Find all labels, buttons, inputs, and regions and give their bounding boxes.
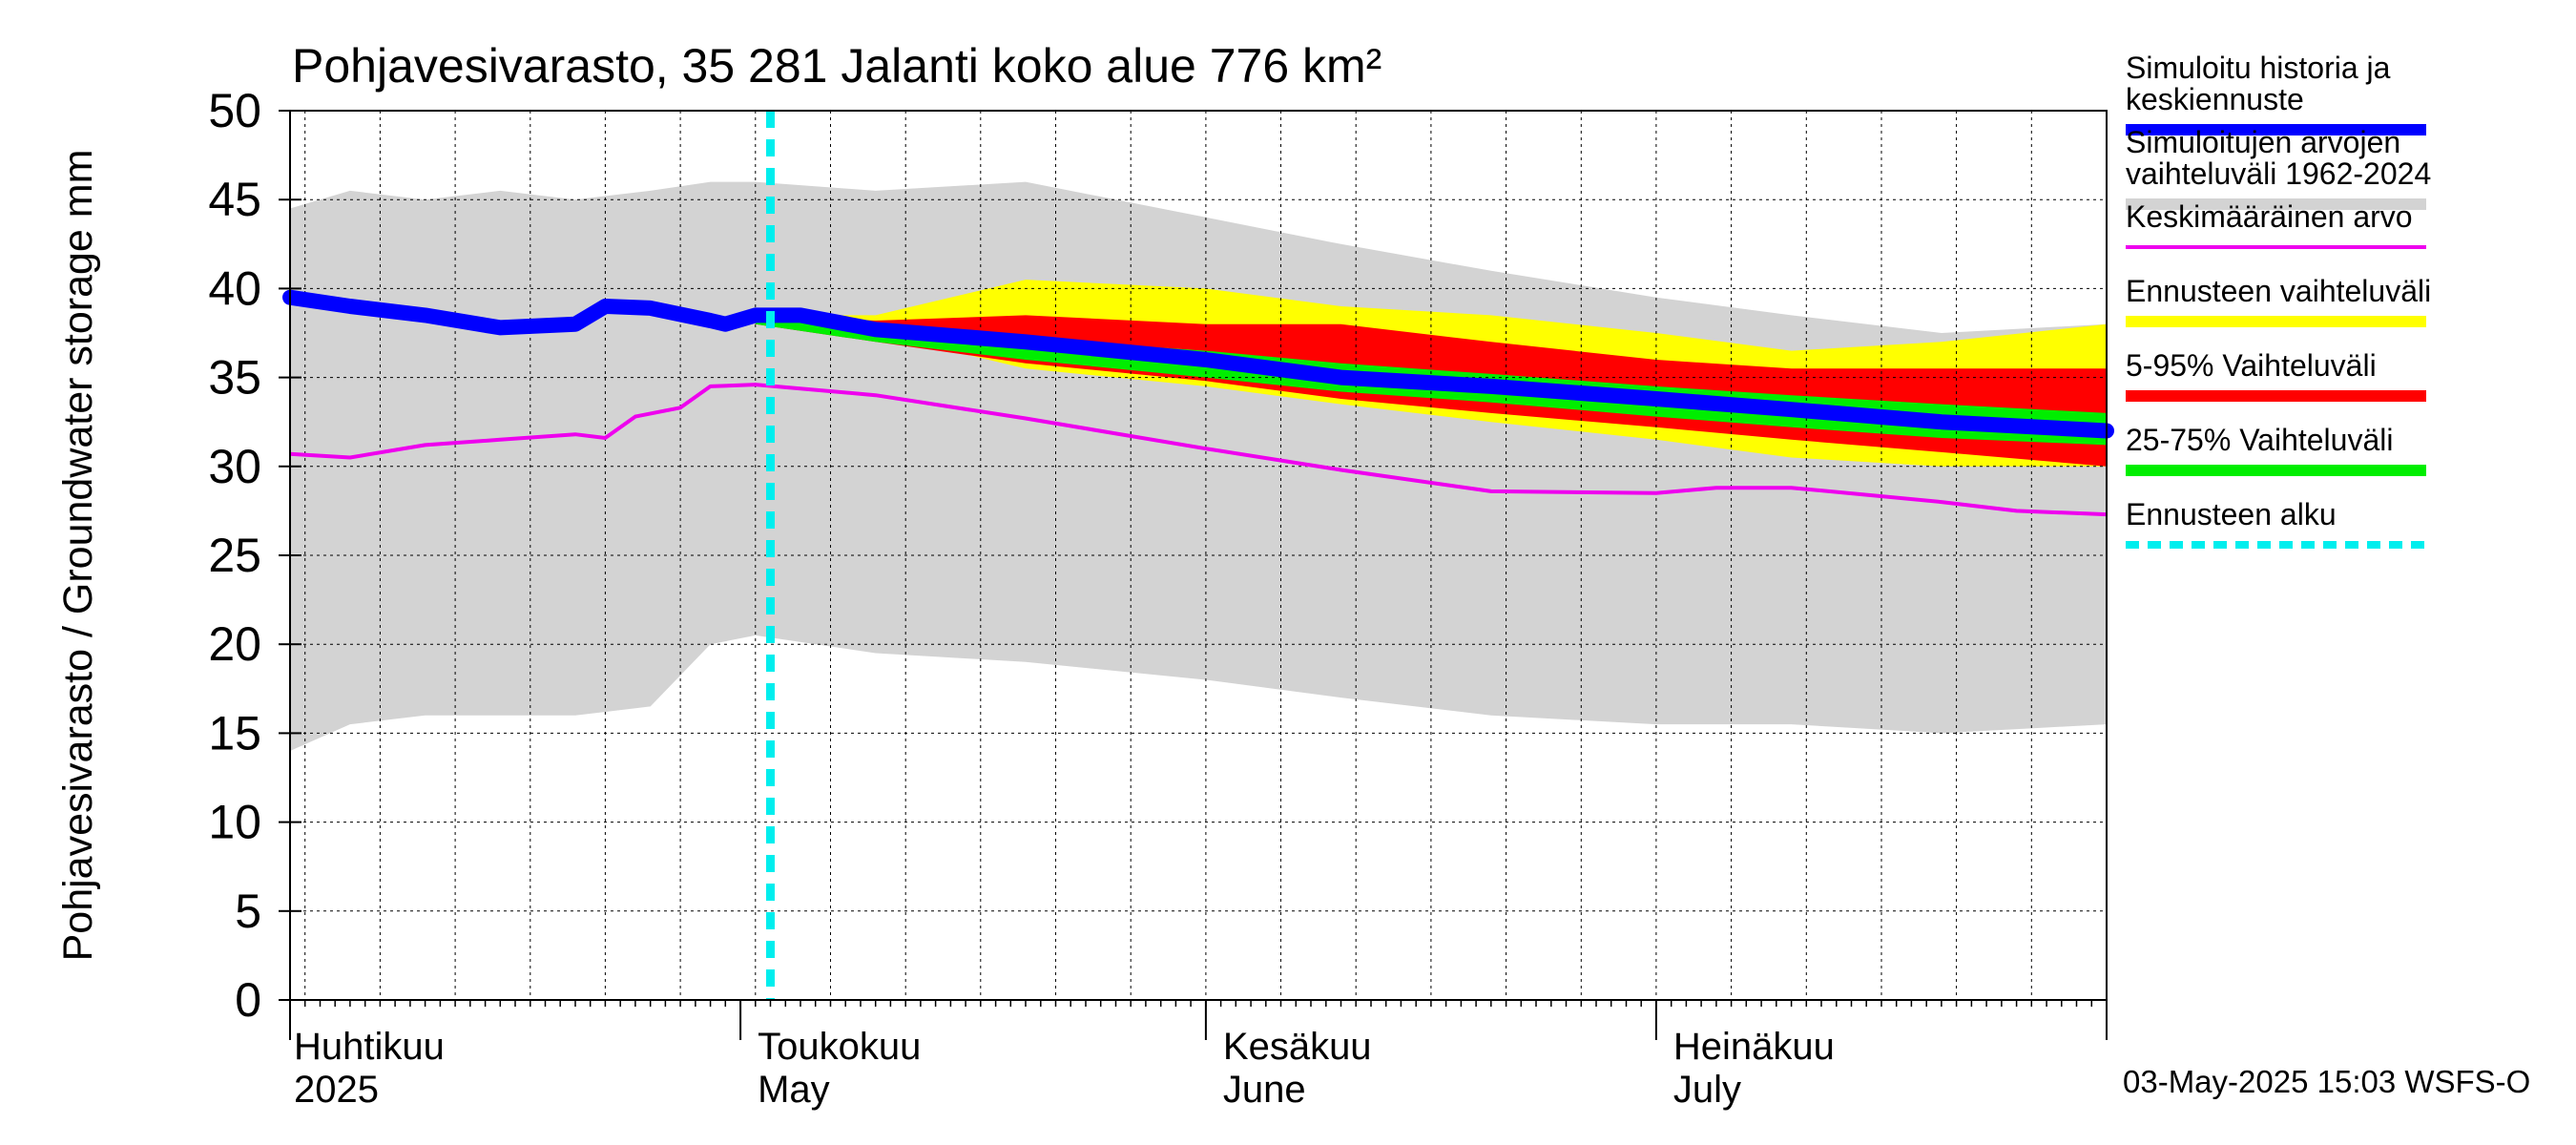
legend-label: 5-95% Vaihteluväli xyxy=(2126,348,2377,383)
month-label-fi: Huhtikuu xyxy=(294,1026,445,1068)
mean-line xyxy=(289,383,2108,517)
timestamp: 03-May-2025 15:03 WSFS-O xyxy=(2123,1064,2530,1099)
y-tick-label: 30 xyxy=(208,440,261,493)
month-label-en: July xyxy=(1673,1069,1741,1111)
legend-label: Simuloitujen arvojen xyxy=(2126,125,2400,159)
y-tick-label: 10 xyxy=(208,796,261,849)
y-tick-label: 5 xyxy=(235,885,261,938)
month-label-fi: Toukokuu xyxy=(758,1026,921,1068)
y-tick-label: 25 xyxy=(208,529,261,582)
chart-title: Pohjavesivarasto, 35 281 Jalanti koko al… xyxy=(292,39,1381,93)
y-tick-label: 40 xyxy=(208,261,261,315)
history-line xyxy=(282,289,2114,439)
y-tick-label: 50 xyxy=(208,84,261,137)
month-label-en: 2025 xyxy=(294,1069,379,1111)
legend-label: Ennusteen vaihteluväli xyxy=(2126,274,2431,308)
legend-label: 25-75% Vaihteluväli xyxy=(2126,423,2393,457)
y-axis-label: Pohjavesivarasto / Groundwater storage m… xyxy=(55,150,101,962)
y-tick-label: 20 xyxy=(208,617,261,671)
legend-label: Ennusteen alku xyxy=(2126,497,2337,531)
legend-label: Simuloitu historia ja xyxy=(2126,51,2391,85)
legend-label: Keskimääräinen arvo xyxy=(2126,199,2413,234)
month-label-fi: Kesäkuu xyxy=(1223,1026,1372,1068)
legend-label: keskiennuste xyxy=(2126,82,2304,116)
y-tick-label: 35 xyxy=(208,351,261,405)
y-tick-label: 0 xyxy=(235,973,261,1027)
y-tick-label: 15 xyxy=(208,706,261,760)
month-label-fi: Heinäkuu xyxy=(1673,1026,1835,1068)
month-label-en: June xyxy=(1223,1069,1306,1111)
y-tick-label: 45 xyxy=(208,173,261,226)
month-label-en: May xyxy=(758,1069,830,1111)
legend-label: vaihteluväli 1962-2024 xyxy=(2126,156,2431,191)
